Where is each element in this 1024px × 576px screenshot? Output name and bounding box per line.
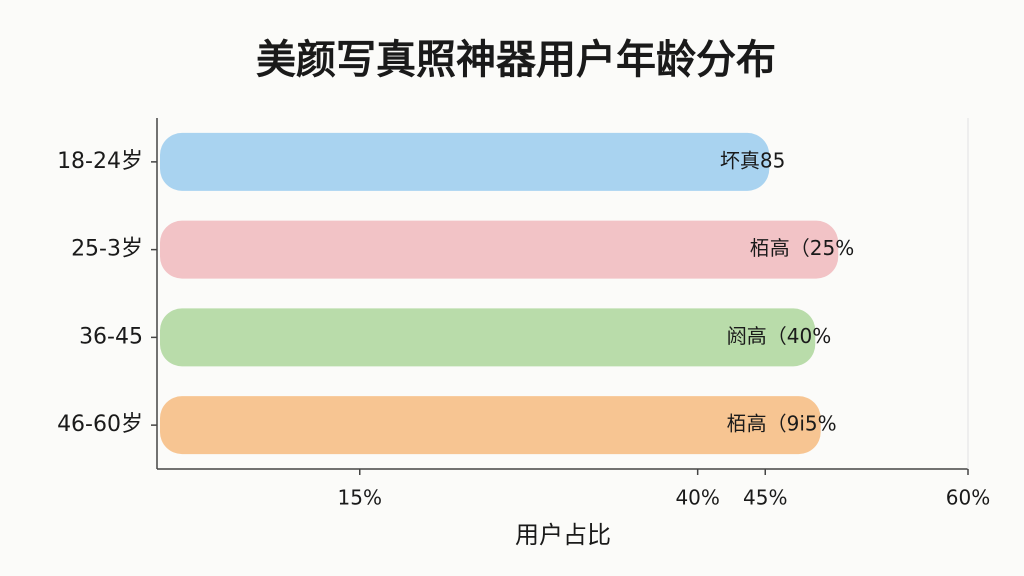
- y-tick-label: 46-60岁: [57, 412, 143, 437]
- bar: [160, 132, 770, 191]
- bar: [160, 308, 816, 367]
- bar-annotation: 栢高（25%: [750, 236, 854, 260]
- chart-title: 美颜写真照神器用户年龄分布: [256, 37, 776, 83]
- bar: [160, 220, 839, 279]
- bar: [160, 396, 821, 455]
- y-tick-label: 18-24岁: [57, 149, 143, 174]
- x-tick-label: 60%: [946, 486, 990, 510]
- bar-annotation: 栢高（9i5%: [727, 412, 837, 436]
- bar-annotation: 阏高（40%: [727, 324, 831, 348]
- y-tick-label: 25-3岁: [71, 237, 143, 262]
- x-tick-label: 15%: [338, 486, 382, 510]
- x-tick-label: 45%: [743, 486, 787, 510]
- bar-annotation: 坏真85: [720, 148, 785, 172]
- y-tick-label: 36-45: [79, 324, 143, 349]
- x-axis-label: 用户占比: [515, 521, 611, 549]
- x-tick-label: 40%: [675, 486, 719, 510]
